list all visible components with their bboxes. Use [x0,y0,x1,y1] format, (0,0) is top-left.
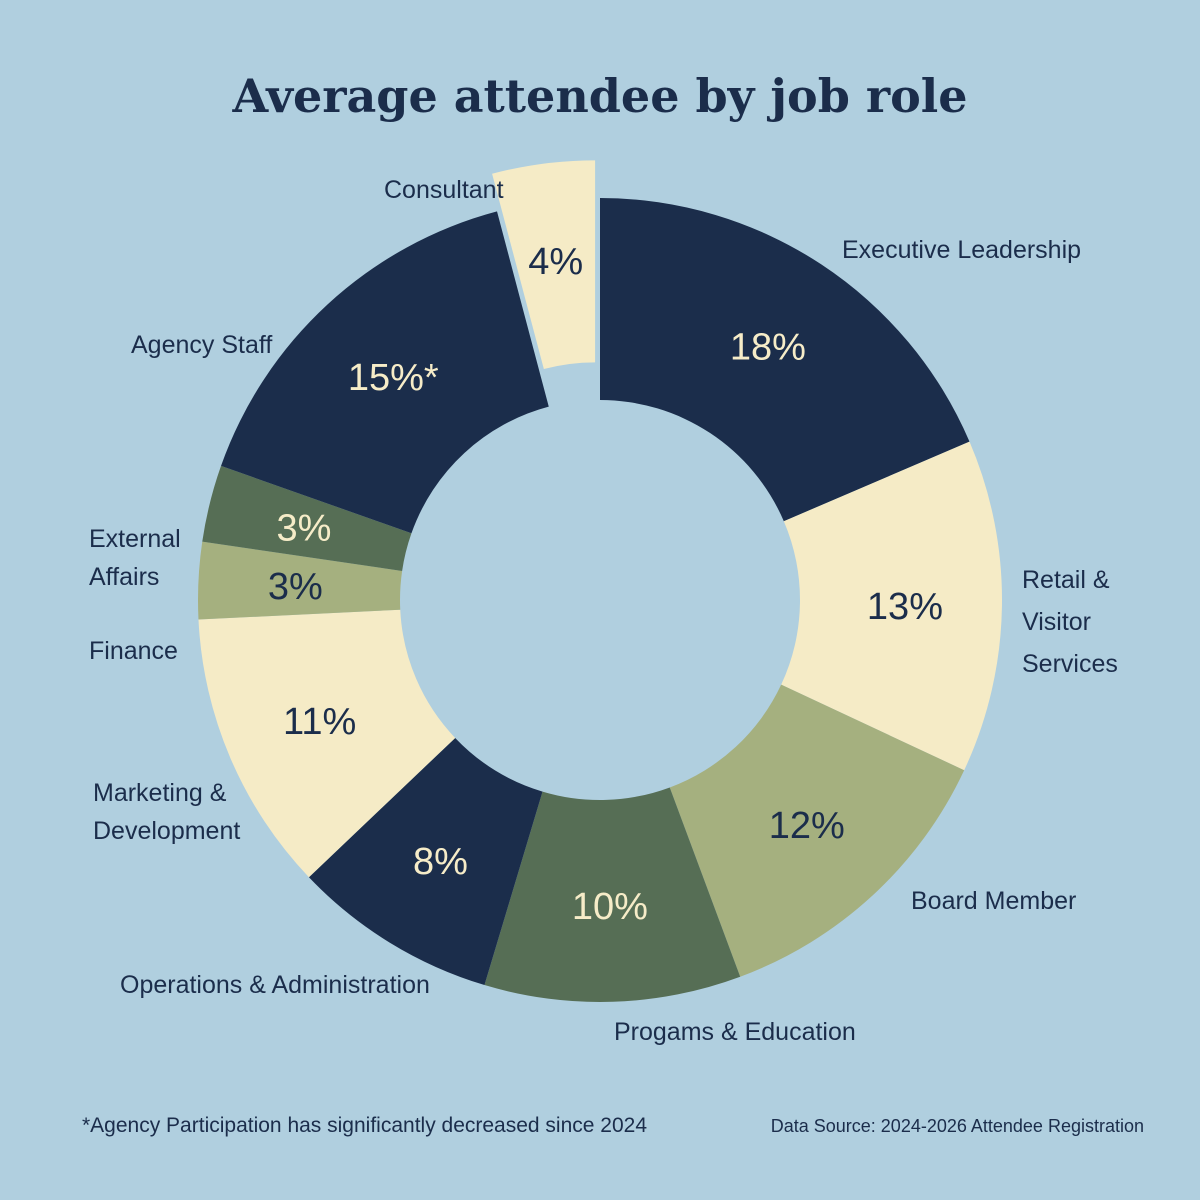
slice-executive-leadership [600,198,970,522]
value-label-executive-leadership: 18% [730,326,806,368]
value-label-finance: 3% [268,566,323,608]
slice-retail-and-visitor-services [781,441,1002,771]
value-label-agency-staff: 15%* [348,357,439,399]
slice-board-member [669,684,965,977]
value-label-board-member: 12% [769,805,845,847]
category-label-finance: Finance [89,637,178,665]
category-label-retail-and-visitor-services: Retail & Visitor Services [1022,566,1118,678]
category-label-executive-leadership: Executive Leadership [842,236,1081,264]
value-label-progams-and-education: 10% [572,886,648,928]
category-label-consultant: Consultant [384,176,504,204]
category-label-operations-and-administration: Operations & Administration [120,971,430,999]
footnote: *Agency Participation has significantly … [82,1114,647,1137]
chart-title: Average attendee by job role [231,69,967,123]
value-label-retail-and-visitor-services: 13% [867,586,943,628]
slice-consultant [492,160,596,369]
slice-external-affairs [202,465,412,571]
data-source: Data Source: 2024-2026 Attendee Registra… [771,1116,1144,1136]
value-labels-group: 18% 13% 12% 10% 8% 11% 3% 3% 15%* 4% [268,241,943,928]
category-label-external-affairs: External Affairs [89,525,181,591]
slice-agency-staff [221,211,549,534]
value-label-marketing-and-development: 11% [283,701,356,743]
category-label-marketing-and-development: Marketing & Development [93,779,240,845]
slice-marketing-and-development [198,609,456,878]
value-label-external-affairs: 3% [276,508,331,550]
value-label-consultant: 4% [528,241,583,283]
slice-operations-and-administration [308,737,543,986]
slice-progams-and-education [484,787,741,1002]
category-label-progams-and-education: Progams & Education [614,1018,856,1046]
slice-finance [197,541,403,620]
category-labels-group: Executive Leadership Retail & Visitor Servi… [89,176,1118,1046]
slices-group [197,160,1002,1002]
category-label-board-member: Board Member [911,887,1076,915]
category-label-agency-staff: Agency Staff [131,331,272,359]
value-label-operations-and-administration: 8% [413,841,468,883]
